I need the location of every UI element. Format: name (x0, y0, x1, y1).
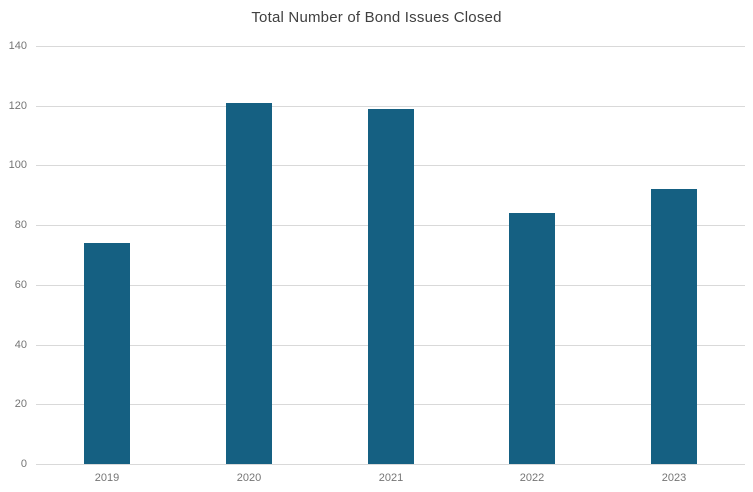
x-tick-label-2019: 2019 (94, 472, 120, 484)
gridline-140 (36, 46, 745, 47)
y-tick-label-20: 20 (14, 398, 27, 410)
bar-2019[interactable] (84, 243, 130, 464)
gridline-120 (36, 106, 745, 107)
x-tick-label-2022: 2022 (519, 472, 545, 484)
x-tick-label-2023: 2023 (661, 472, 687, 484)
y-tick-label-80: 80 (14, 219, 27, 231)
bar-2022[interactable] (509, 213, 555, 464)
y-tick-label-60: 60 (14, 279, 27, 291)
y-tick-label-0: 0 (20, 458, 27, 470)
chart-title: Total Number of Bond Issues Closed (251, 9, 502, 26)
bar-2023[interactable] (651, 189, 697, 464)
gridline-0 (36, 464, 745, 465)
y-tick-label-40: 40 (14, 339, 27, 351)
bar-2021[interactable] (368, 109, 414, 464)
y-tick-label-120: 120 (8, 100, 27, 112)
y-tick-label-140: 140 (8, 40, 27, 52)
bar-2020[interactable] (226, 103, 272, 464)
x-tick-label-2021: 2021 (378, 472, 404, 484)
x-tick-label-2020: 2020 (236, 472, 262, 484)
y-tick-label-100: 100 (8, 159, 27, 171)
